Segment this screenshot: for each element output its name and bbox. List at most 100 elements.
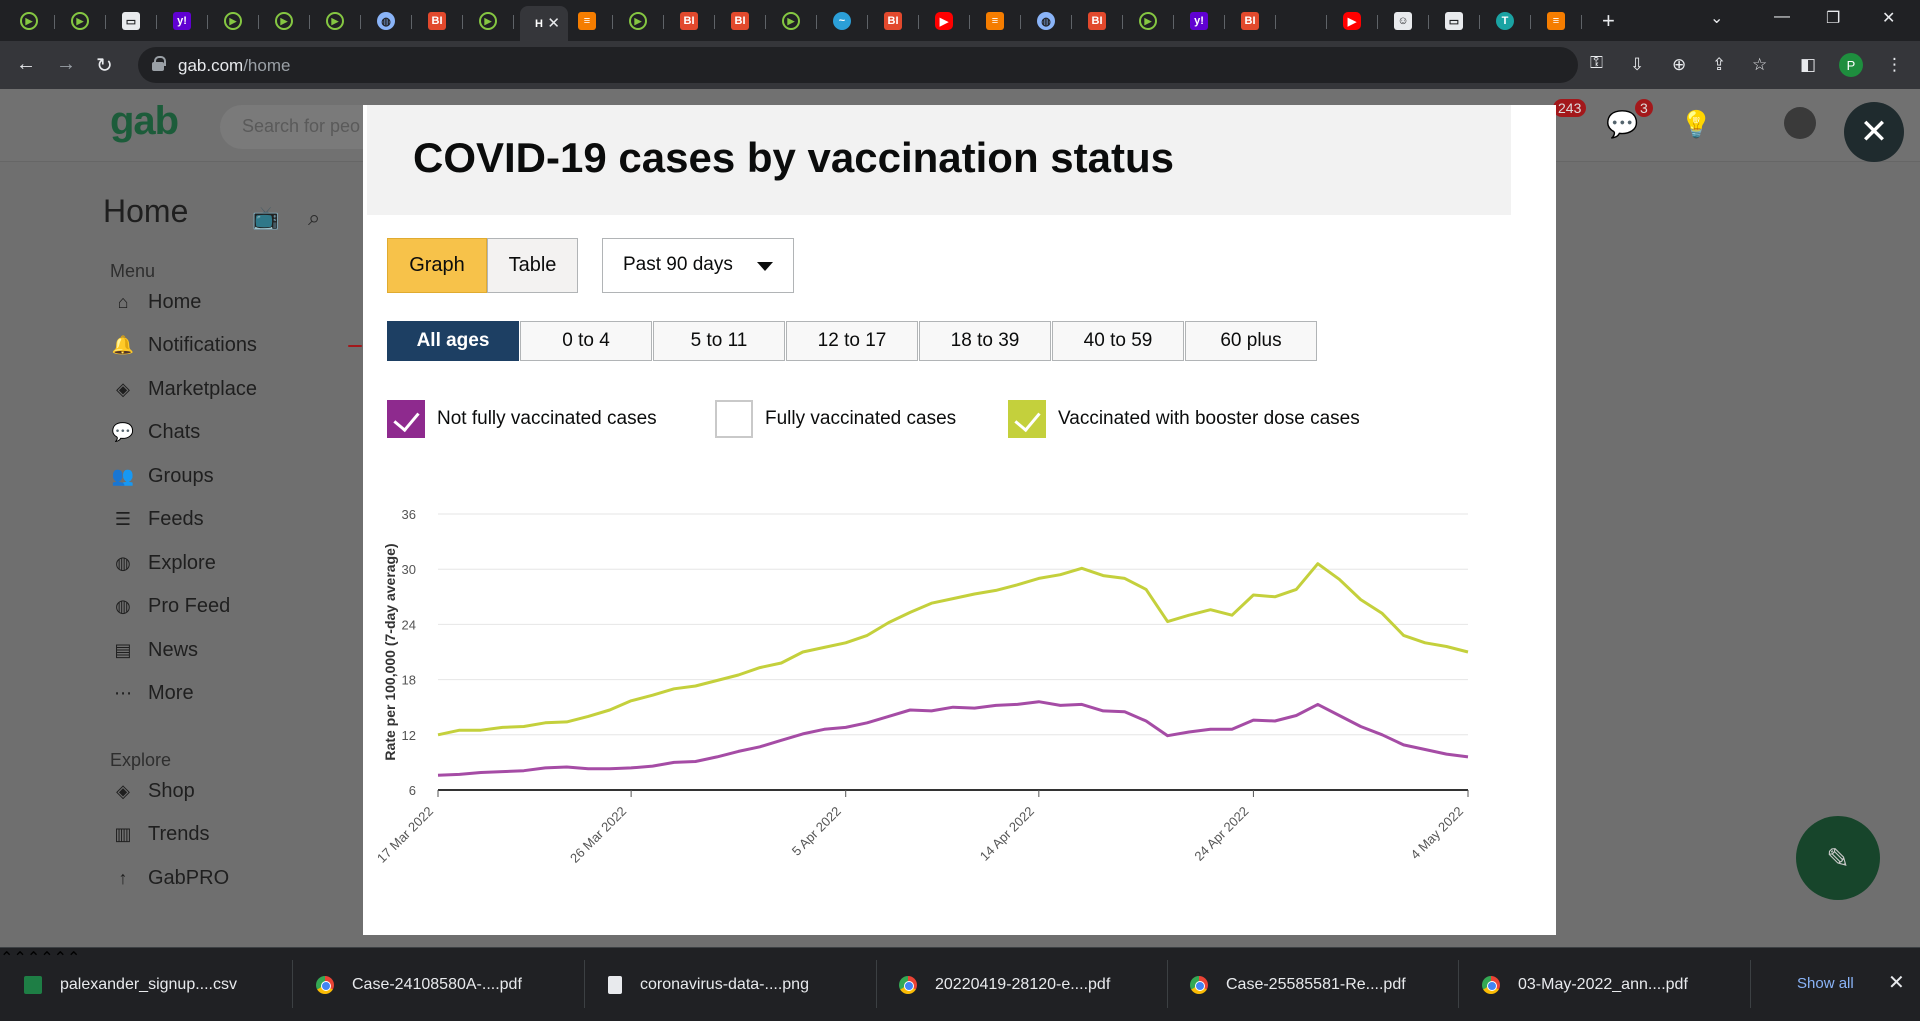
legend-not-fully-vaccinated[interactable]: Not fully vaccinated cases	[387, 400, 657, 438]
period-select[interactable]: Past 90 days	[602, 238, 794, 293]
zoom-icon[interactable]: ⊕	[1672, 55, 1687, 74]
download-item[interactable]: palexander_signup....csv	[24, 948, 237, 1021]
nav-item-pro-feed[interactable]: ◍ Pro Feed	[110, 592, 230, 622]
browser-tab[interactable]: BI	[874, 6, 925, 36]
url-text[interactable]: gab.com/home	[178, 56, 291, 75]
browser-tab[interactable]	[1282, 6, 1333, 36]
browser-tab[interactable]: ▶	[316, 6, 367, 36]
browser-tab[interactable]: ◍	[367, 6, 418, 36]
age-tab-5-to-11[interactable]: 5 to 11	[653, 321, 785, 361]
browser-tab[interactable]: H ✕	[520, 6, 568, 41]
table-toggle-button[interactable]: Table	[487, 238, 578, 293]
checkbox-unchecked-icon[interactable]	[715, 400, 753, 438]
browser-tab[interactable]: T	[1486, 6, 1537, 36]
chat-icon[interactable]: 💬	[1606, 109, 1639, 139]
new-tab-button[interactable]: +	[1602, 8, 1615, 33]
legend-fully-vaccinated[interactable]: Fully vaccinated cases	[715, 400, 956, 438]
close-tab-icon[interactable]: ✕	[547, 15, 560, 32]
install-icon[interactable]: ⇩	[1630, 55, 1645, 74]
nav-item-gabpro[interactable]: ↑ GabPRO	[110, 863, 230, 893]
browser-tab[interactable]: BI	[670, 6, 721, 36]
reload-button[interactable]: ↻	[96, 55, 113, 77]
browser-tab[interactable]: ≡	[1537, 6, 1588, 36]
browser-tab[interactable]: ▭	[1435, 6, 1486, 36]
nav-item-groups[interactable]: 👥 Groups	[110, 461, 214, 491]
nav-item-trends[interactable]: ▥ Trends	[110, 820, 209, 850]
browser-tab[interactable]: ☺	[1384, 6, 1435, 36]
browser-tab[interactable]: ▭	[112, 6, 163, 36]
nav-item-explore[interactable]: ◍ Explore	[110, 548, 216, 578]
browser-tab[interactable]: BI	[721, 6, 772, 36]
back-button[interactable]: ←	[16, 53, 36, 75]
browser-tab[interactable]: BI	[418, 6, 469, 36]
browser-tab[interactable]: y!	[163, 6, 214, 36]
browser-tab[interactable]: ▶	[925, 6, 976, 36]
download-item[interactable]: Case-25585581-Re....pdf	[1190, 948, 1406, 1021]
browser-tab[interactable]: ≡	[568, 6, 619, 36]
gab-logo[interactable]: gab	[110, 99, 179, 143]
lock-icon[interactable]	[152, 56, 166, 71]
close-download-bar-icon[interactable]: ✕	[1888, 972, 1905, 994]
user-avatar[interactable]	[1784, 107, 1816, 139]
age-tab-12-to-17[interactable]: 12 to 17	[786, 321, 918, 361]
age-tab-18-to-39[interactable]: 18 to 39	[919, 321, 1051, 361]
compose-button[interactable]: ✎	[1796, 816, 1880, 900]
nav-item-feeds[interactable]: ☰ Feeds	[110, 505, 204, 535]
checkbox-checked-icon[interactable]	[387, 400, 425, 438]
nav-item-notifications[interactable]: 🔔 Notifications	[110, 331, 257, 361]
browser-tab[interactable]: ▶	[265, 6, 316, 36]
browser-tab[interactable]: ▶	[1129, 6, 1180, 36]
browser-tab[interactable]: ▶	[214, 6, 265, 36]
search-icon[interactable]: ⌕	[308, 205, 321, 230]
graph-toggle-button[interactable]: Graph	[387, 238, 487, 293]
share-icon[interactable]: ⇪	[1712, 55, 1727, 74]
download-item[interactable]: Case-24108580A-....pdf	[316, 948, 522, 1021]
side-panel-icon[interactable]: ◧	[1800, 55, 1817, 74]
chevron-up-icon[interactable]: ⌃	[13, 950, 27, 967]
browser-tab[interactable]: ~	[823, 6, 874, 36]
browser-tab[interactable]: ▶	[10, 6, 61, 36]
browser-tab[interactable]: ▶	[61, 6, 112, 36]
nav-item-shop[interactable]: ◈ Shop	[110, 776, 195, 806]
chevron-up-icon[interactable]: ⌃	[53, 950, 68, 967]
browser-tab[interactable]: ≡	[976, 6, 1027, 36]
browser-tab[interactable]: ◍	[1027, 6, 1078, 36]
browser-tab[interactable]: ▶	[772, 6, 823, 36]
tab-search-icon[interactable]: ⌄	[1710, 10, 1724, 27]
nav-item-news[interactable]: ▤ News	[110, 635, 198, 665]
chevron-up-icon[interactable]: ⌃	[40, 950, 54, 967]
browser-menu-icon[interactable]: ⋮	[1886, 55, 1903, 74]
download-item[interactable]: 03-May-2022_ann....pdf	[1482, 948, 1688, 1021]
download-item[interactable]: 20220419-28120-e....pdf	[899, 948, 1110, 1021]
browser-tab[interactable]: ▶	[1333, 6, 1384, 36]
show-all-downloads-link[interactable]: Show all	[1797, 975, 1854, 992]
checkbox-checked-icon[interactable]	[1008, 400, 1046, 438]
address-bar[interactable]: gab.com/home ⚿	[138, 47, 1603, 83]
close-modal-button[interactable]: ✕	[1844, 102, 1904, 162]
age-tab-all-ages[interactable]: All ages	[387, 321, 519, 361]
age-tab-60-plus[interactable]: 60 plus	[1185, 321, 1317, 361]
browser-tab[interactable]: BI	[1078, 6, 1129, 36]
download-item[interactable]: coronavirus-data-....png	[608, 948, 809, 1021]
age-tab-0-to-4[interactable]: 0 to 4	[520, 321, 652, 361]
forward-button[interactable]: →	[56, 53, 76, 75]
browser-tab[interactable]: ▶	[469, 6, 520, 36]
chevron-up-icon[interactable]: ⌃	[26, 950, 41, 967]
nav-item-more[interactable]: ⋯ More	[110, 679, 194, 709]
browser-tab[interactable]: y!	[1180, 6, 1231, 36]
lightbulb-icon[interactable]: 💡	[1680, 109, 1713, 139]
age-tab-40-to-59[interactable]: 40 to 59	[1052, 321, 1184, 361]
browser-tab[interactable]: ▶	[619, 6, 670, 36]
browser-tab[interactable]: BI	[1231, 6, 1282, 36]
close-window-button[interactable]: ✕	[1882, 10, 1896, 27]
tv-icon[interactable]: 📺	[252, 205, 280, 230]
nav-item-marketplace[interactable]: ◈ Marketplace	[110, 374, 257, 404]
bookmark-star-icon[interactable]: ☆	[1752, 55, 1768, 74]
minimize-button[interactable]: —	[1774, 8, 1790, 25]
nav-item-chats[interactable]: 💬 Chats	[110, 418, 200, 448]
nav-item-home[interactable]: ⌂ Home	[110, 287, 202, 317]
key-icon[interactable]: ⚿	[1590, 53, 1603, 72]
chevron-up-icon[interactable]: ⌃	[0, 950, 14, 967]
legend-booster[interactable]: Vaccinated with booster dose cases	[1008, 400, 1360, 438]
restore-button[interactable]: ❐	[1826, 10, 1841, 27]
